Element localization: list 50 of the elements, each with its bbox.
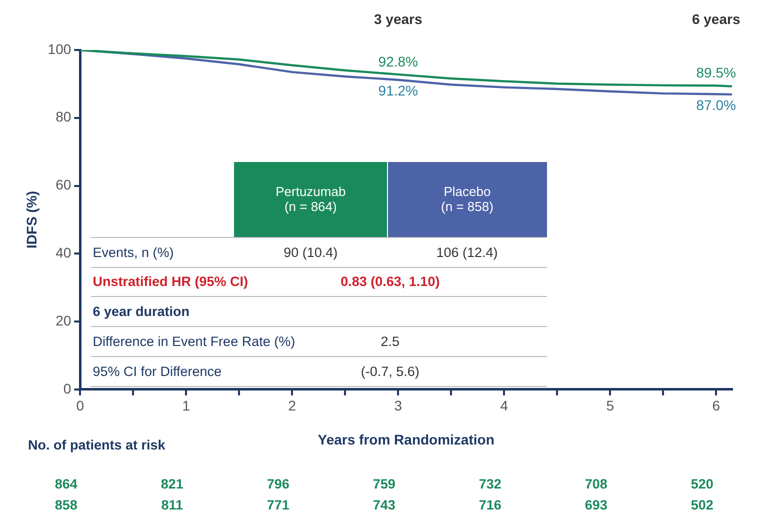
x-tick-label: 6 — [712, 398, 720, 414]
text: 864 — [54, 476, 78, 492]
x-axis-title: Years from Randomization — [318, 431, 494, 448]
text: 732 — [478, 476, 502, 492]
y-tick-label: 20 — [56, 312, 72, 328]
x-tick-label: 4 — [500, 398, 508, 414]
annotation: 90 (10.4) — [234, 237, 388, 267]
text: 520 — [690, 476, 714, 492]
annotation: Unstratified HR (95% CI) — [92, 273, 248, 292]
x-tick-label: 0 — [76, 398, 84, 414]
annotation: (n = 858) — [440, 199, 494, 214]
annotation: (n = 864) — [283, 199, 338, 214]
y-tick-label: 0 — [63, 380, 72, 396]
annotation: (-0.7, 5.6) — [234, 356, 546, 386]
annotation: Placebo — [442, 184, 492, 200]
text: 716 — [478, 498, 502, 513]
text: 743 — [372, 498, 396, 513]
text: 821 — [160, 476, 184, 492]
annotation: Events, n (%) — [90, 237, 234, 267]
y-tick-label: 40 — [56, 244, 72, 260]
text: 3 years — [374, 10, 422, 27]
data-label: 92.8% — [378, 53, 418, 70]
text: 759 — [372, 476, 396, 492]
text: 811 — [161, 498, 184, 513]
text: 708 — [584, 476, 608, 492]
text: 6 years — [692, 10, 740, 27]
y-tick-label: 100 — [48, 40, 72, 57]
y-tick-label: 80 — [56, 108, 72, 125]
x-tick-label: 5 — [606, 398, 614, 414]
data-label: 87.0% — [696, 96, 736, 113]
x-tick-label: 3 — [394, 398, 402, 414]
data-label: 89.5% — [696, 64, 736, 80]
y-tick-label: 60 — [56, 176, 72, 193]
text: No. of patients at risk — [28, 438, 166, 453]
x-tick-label: 1 — [182, 398, 190, 414]
text: 771 — [266, 498, 290, 513]
data-label: 91.2% — [378, 82, 418, 99]
text: 796 — [266, 476, 290, 492]
text: 502 — [690, 498, 714, 513]
annotation: Pertuzumab — [274, 184, 347, 200]
annotation: 6 year duration — [90, 296, 546, 327]
text: 858 — [54, 498, 78, 513]
annotation: Difference in Event Free Rate (%) — [92, 333, 296, 352]
x-tick-label: 2 — [288, 398, 296, 414]
annotation: 106 (12.4) — [388, 237, 546, 267]
text: 693 — [584, 498, 608, 513]
y-axis-title: IDFS (%) — [23, 190, 40, 248]
annotation: 0.83 (0.63, 1.10) — [340, 274, 440, 290]
annotation: 2.5 — [380, 334, 400, 350]
annotation: 95% CI for Difference — [90, 356, 234, 386]
